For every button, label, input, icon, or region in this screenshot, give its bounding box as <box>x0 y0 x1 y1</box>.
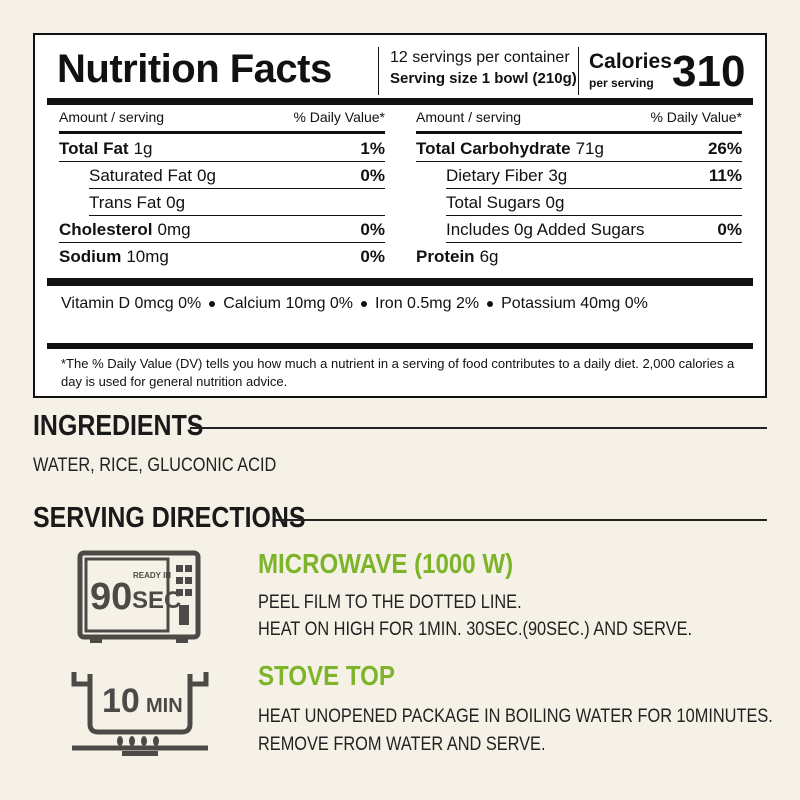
thick-bar <box>47 98 753 105</box>
nutrient-dv: 0% <box>717 220 742 239</box>
icon-shape <box>71 672 209 751</box>
nutrient-dv: 0% <box>360 220 385 239</box>
calories-label: Calories <box>589 50 672 73</box>
nutrient-name: Protein <box>416 247 475 266</box>
nutrient-name: Trans Fat <box>89 193 162 212</box>
method-title: STOVE TOP <box>258 660 395 691</box>
icon-value: 10 <box>102 682 140 720</box>
footnote: *The % Daily Value (DV) tells you how mu… <box>61 356 735 389</box>
micronutrient: Vitamin D 0mcg 0% <box>61 295 202 312</box>
nutrient-name: Total Sugars <box>446 193 541 212</box>
nutrient-row: Total Sugars 0g <box>446 189 742 216</box>
nutrient-dv: 0% <box>360 247 385 266</box>
nutrient-dv: 0% <box>360 166 385 185</box>
icon-shape <box>77 550 201 640</box>
amount-header: Amount / serving <box>416 109 522 125</box>
nutrient-dv: 26% <box>707 139 742 158</box>
nutrient-amount: 0mg <box>157 220 191 239</box>
thick-bar <box>47 343 753 349</box>
nutrient-name: Saturated Fat <box>89 166 193 185</box>
nutrient-amount: 0g <box>166 193 186 212</box>
header-rule <box>59 131 385 134</box>
nutrient-row: Dietary Fiber 3g 11% <box>446 162 742 189</box>
header-rule <box>416 131 742 134</box>
microwave-icon: 90 READY IN SEC <box>77 550 201 643</box>
method-line: HEAT ON HIGH FOR 1MIN. 30SEC.(90SEC.) AN… <box>258 619 693 640</box>
separator-dot <box>487 300 494 307</box>
serving-size-label: Serving size <box>390 70 478 87</box>
micronutrient: Potassium 40mg 0% <box>501 295 648 312</box>
nutrient-row: Trans Fat 0g <box>89 189 385 216</box>
micronutrients: Vitamin D 0mcg 0% Calcium 10mg 0% Iron 0.5… <box>61 291 751 317</box>
icon-shape <box>84 557 170 633</box>
icon-buttons <box>90 565 192 643</box>
nutrient-name: Dietary Fiber <box>446 166 544 185</box>
icon-label: READY IN <box>133 571 171 580</box>
nutrient-dv: 11% <box>708 166 742 185</box>
stove-icon: 10 MIN <box>71 672 209 756</box>
nutrient-amount: 3g <box>548 166 568 185</box>
method-line: PEEL FILM TO THE DOTTED LINE. <box>258 592 522 613</box>
icon-flames <box>117 736 159 756</box>
amount-header: Amount / serving <box>59 109 165 125</box>
nutrient-row: Cholesterol 0mg 0% <box>59 216 385 243</box>
nutrient-name: Total Fat <box>59 139 129 158</box>
separator-dot <box>209 300 216 307</box>
nutrient-dv: 1% <box>360 139 385 158</box>
ingredients-text: WATER, RICE, GLUCONIC ACID <box>33 455 277 476</box>
nutrient-amount: 0g <box>197 166 216 185</box>
method-line: HEAT UNOPENED PACKAGE IN BOILING WATER F… <box>258 706 773 727</box>
nutrient-row: Includes 0g Added Sugars 0% <box>446 216 742 243</box>
rule <box>275 519 767 521</box>
icon-value: 90 <box>90 576 132 618</box>
nutrient-row: Saturated Fat 0g 0% <box>89 162 385 189</box>
nutrient-row: Protein 6g <box>416 243 742 270</box>
icon-unit: SEC <box>132 587 181 614</box>
nutrient-name: Includes 0g Added Sugars <box>446 220 645 239</box>
nutrient-name: Sodium <box>59 247 122 266</box>
calories-value: 310 <box>672 47 746 96</box>
nutrient-row: Sodium 10mg 0% <box>59 243 385 270</box>
label-title: Nutrition Facts <box>57 47 332 91</box>
separator-dot <box>361 300 368 307</box>
serving-size-value: 1 bowl (210g) <box>481 70 577 87</box>
icon-unit: MIN <box>146 695 183 717</box>
nutrient-amount: 10mg <box>126 247 169 266</box>
method-title: MICROWAVE (1000 W) <box>258 548 514 579</box>
micronutrient: Calcium 10mg 0% <box>223 295 354 312</box>
nutrient-row: Total Carbohydrate 71g 26% <box>416 135 742 162</box>
nutrient-amount: 1g <box>133 139 153 158</box>
rule <box>190 427 767 429</box>
nutrient-amount: 71g <box>575 139 604 158</box>
section-heading: SERVING DIRECTIONS <box>33 502 306 534</box>
servings: 12 servings per container <box>390 49 570 66</box>
divider <box>378 47 379 95</box>
calories-sublabel: per serving <box>589 76 654 90</box>
nutrient-amount: 6g <box>479 247 499 266</box>
method-line: REMOVE FROM WATER AND SERVE. <box>258 734 546 755</box>
nutrient-amount: 0g <box>545 193 565 212</box>
serving-size: Serving size 1 bowl (210g) <box>390 70 577 87</box>
nutrition-label: Nutrition Facts 12 servings per containe… <box>33 33 767 398</box>
dv-header: % Daily Value* <box>650 109 742 125</box>
nutrient-name: Total Carbohydrate <box>416 139 571 158</box>
divider <box>578 47 579 95</box>
dv-header: % Daily Value* <box>293 109 385 125</box>
nutrient-name: Cholesterol <box>59 220 153 239</box>
micronutrient: Iron 0.5mg 2% <box>375 295 480 312</box>
section-heading: INGREDIENTS <box>33 410 204 442</box>
thick-bar <box>47 278 753 286</box>
nutrient-row: Total Fat 1g 1% <box>59 135 385 162</box>
